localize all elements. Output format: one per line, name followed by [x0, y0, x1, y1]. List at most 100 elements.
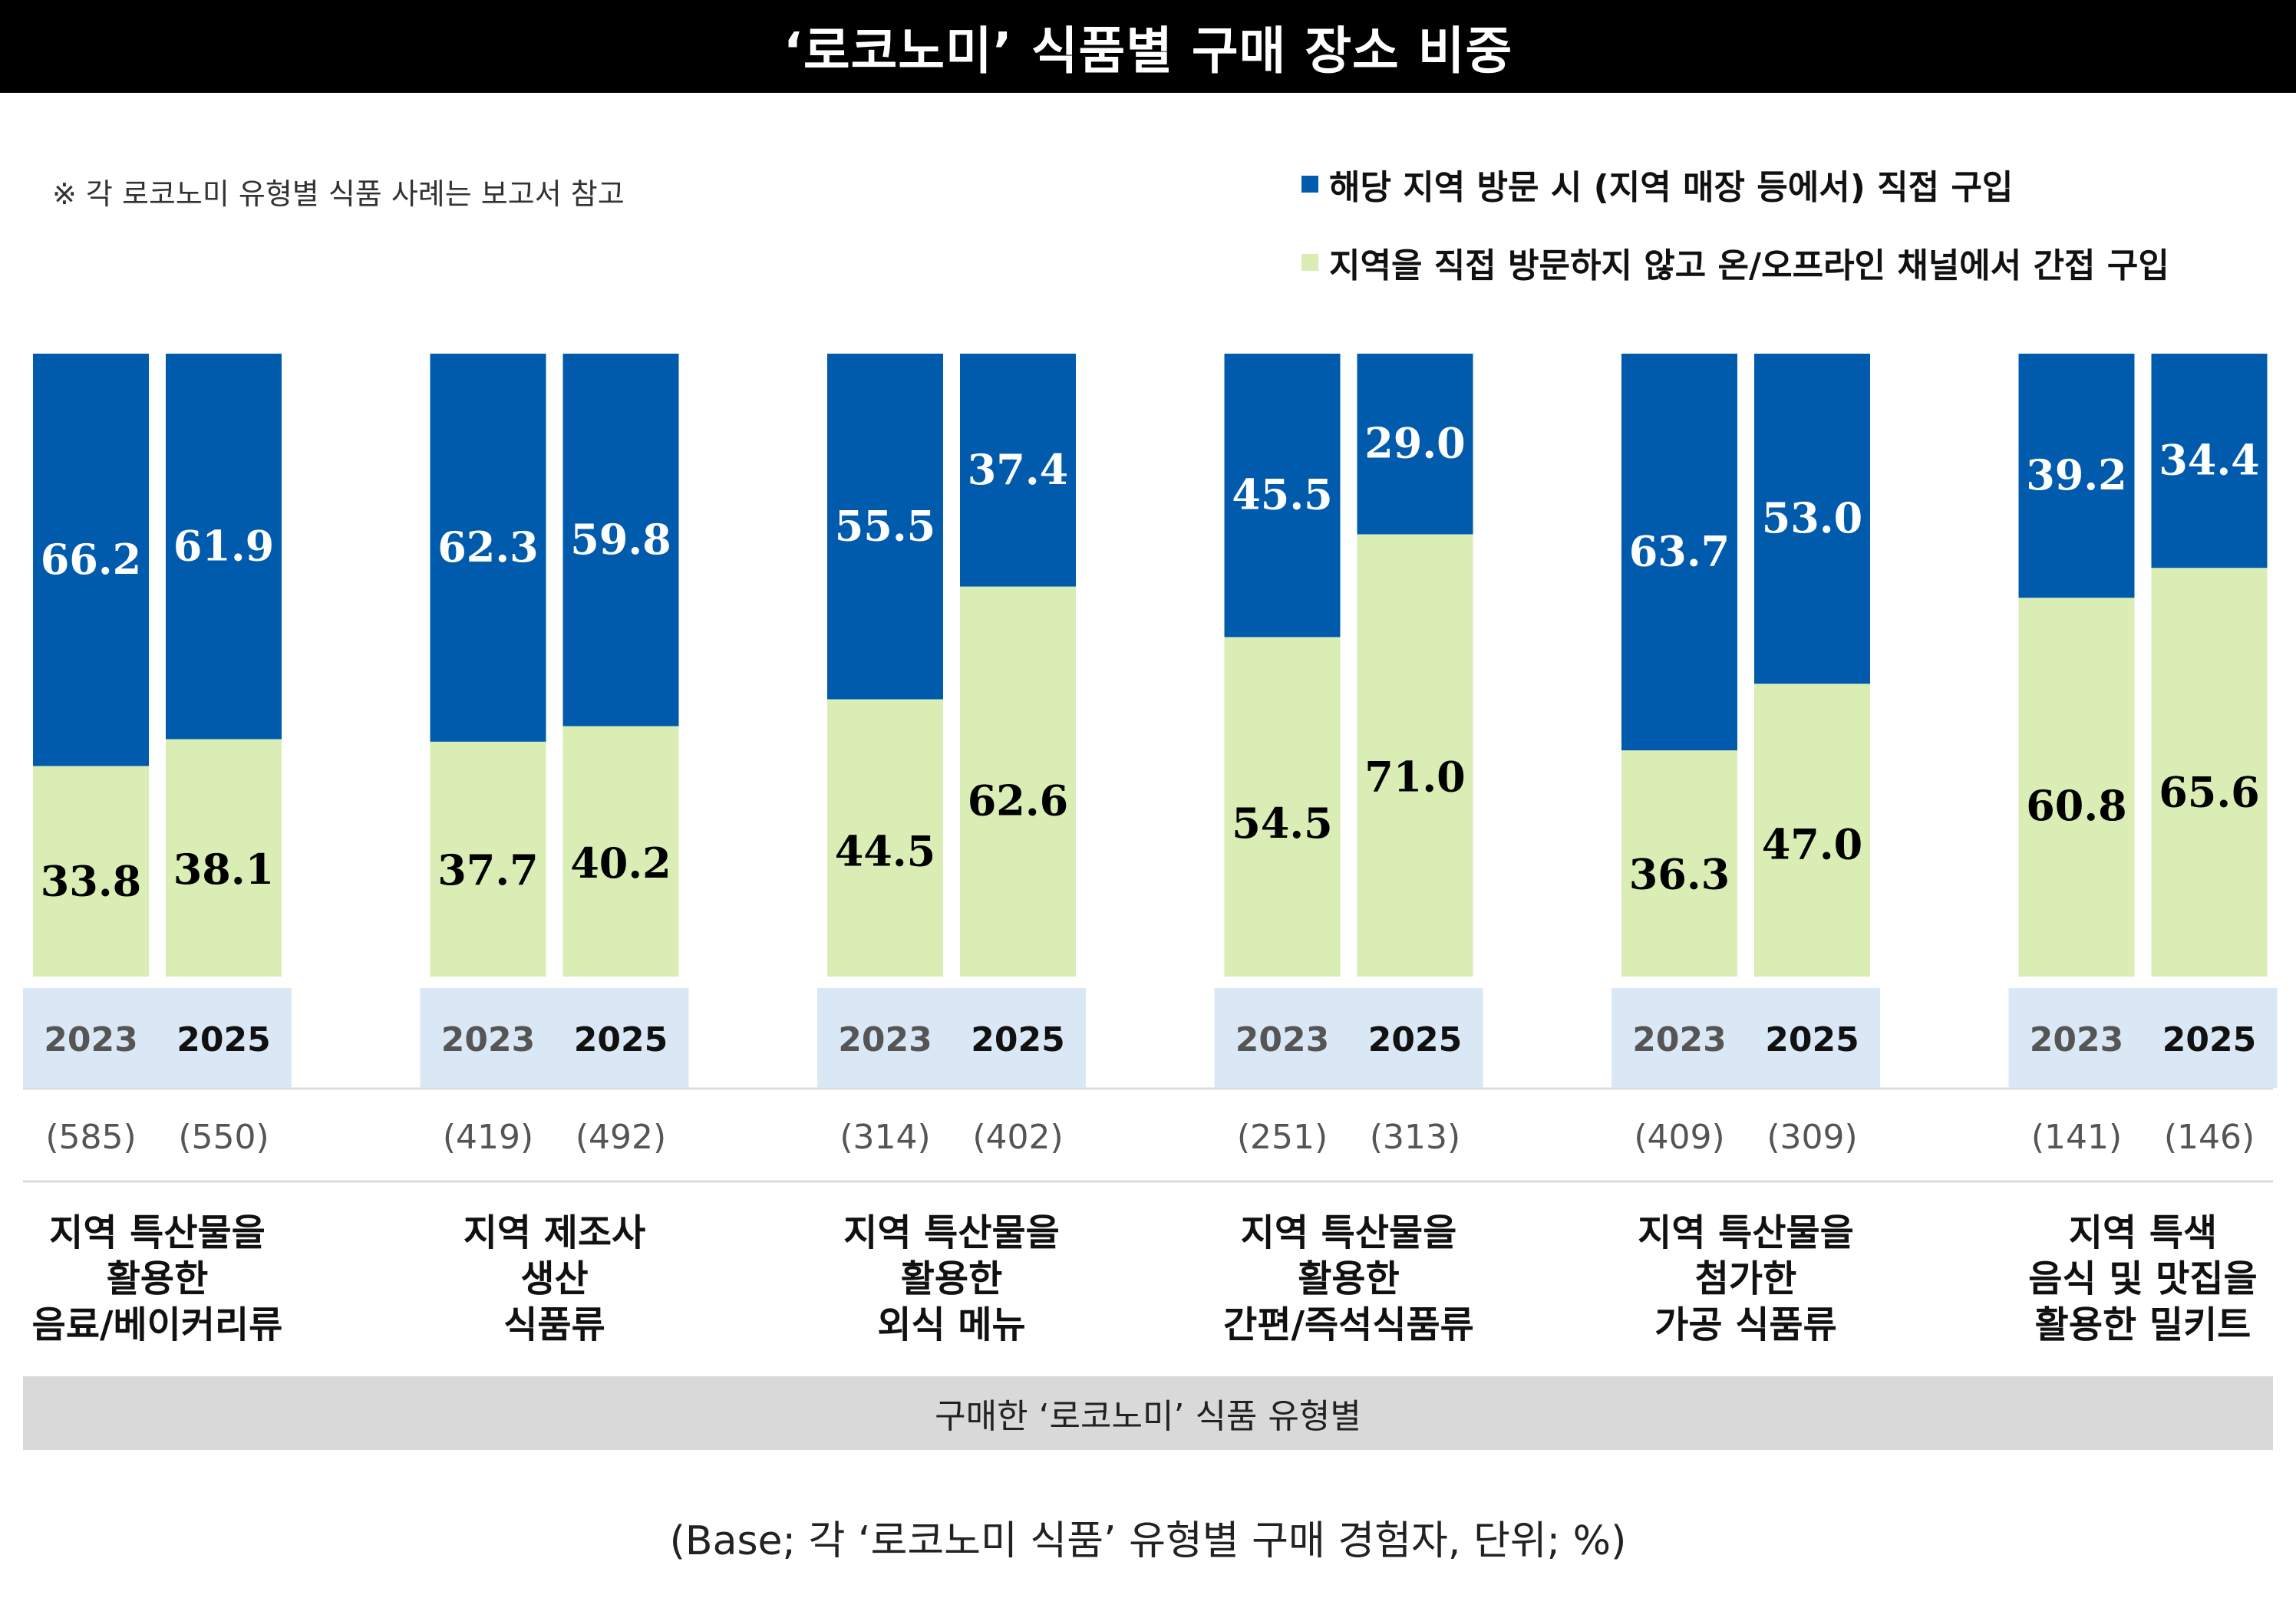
- value-label-indirect: 62.6: [968, 776, 1069, 825]
- bar-direct-2023: [1621, 354, 1737, 751]
- category-label-line: 지역 특산물을: [843, 1211, 1060, 1254]
- year-band: [420, 988, 689, 1088]
- category-label: 지역 특산물을 활용한 간편/즉석식품류: [1188, 1210, 1510, 1348]
- chart-title: ‘로코노미’ 식품별 구매 장소 비중: [0, 0, 2296, 93]
- legend-item-direct: 해당 지역 방문 시 (지역 매장 등에서) 직접 구입: [1301, 161, 2169, 207]
- category-label-line: 활용한: [1298, 1257, 1400, 1300]
- value-label-direct: 39.2: [2026, 450, 2127, 499]
- value-label-direct: 66.2: [41, 535, 142, 584]
- category-label-line: 지역 제조사: [463, 1211, 646, 1254]
- base-note: (Base; 각 ‘로코노미 식품’ 유형별 구매 경험자, 단위; %): [669, 1518, 1627, 1564]
- value-label-indirect: 65.6: [2159, 767, 2260, 816]
- legend: 해당 지역 방문 시 (지역 매장 등에서) 직접 구입 지역을 직접 방문하지…: [1301, 161, 2169, 318]
- legend-swatch-direct: [1301, 176, 1318, 193]
- category-label: 지역 특산물을 활용한 외식 메뉴: [790, 1210, 1113, 1348]
- bar-direct-2023: [1224, 354, 1341, 638]
- category-label-line: 음료/베이커리류: [31, 1303, 283, 1346]
- bar-indirect-2025: [166, 739, 282, 977]
- value-label-indirect: 71.0: [1364, 753, 1466, 802]
- bar-direct-2025: [166, 354, 282, 740]
- legend-label-indirect: 지역을 직접 방문하지 않고 온/오프라인 채널에서 간접 구입: [1329, 246, 2169, 285]
- value-label-indirect: 38.1: [173, 845, 275, 894]
- year-label: 2025: [176, 1020, 270, 1059]
- sample-size: (419): [443, 1118, 533, 1157]
- category-label-line: 활용한: [106, 1257, 209, 1300]
- category-label-line: 생산: [520, 1257, 589, 1300]
- sample-size: (550): [178, 1118, 269, 1157]
- value-label-direct: 37.4: [968, 445, 1069, 494]
- category-label: 지역 특색 음식 및 맛집을 활용한 밀키트: [1982, 1210, 2296, 1348]
- year-label: 2023: [1632, 1020, 1726, 1059]
- category-label-line: 지역 특색: [2068, 1211, 2218, 1254]
- bar-indirect-2025: [562, 726, 679, 977]
- bar-indirect-2023: [33, 766, 149, 977]
- bar-direct-2025: [960, 354, 1076, 587]
- legend-swatch-indirect: [1301, 254, 1318, 271]
- bar-indirect-2025: [1754, 684, 1870, 977]
- year-label: 2023: [2030, 1020, 2123, 1059]
- category-label: 지역 특산물을 활용한 음료/베이커리류: [0, 1210, 318, 1348]
- legend-item-indirect: 지역을 직접 방문하지 않고 온/오프라인 채널에서 간접 구입: [1301, 239, 2169, 285]
- bar-direct-2023: [430, 354, 546, 742]
- sample-size: (313): [1370, 1118, 1460, 1157]
- bar-direct-2025: [2151, 354, 2268, 568]
- value-label-direct: 62.3: [437, 522, 539, 572]
- bar-direct-2023: [2018, 354, 2135, 598]
- year-label: 2023: [44, 1020, 137, 1059]
- category-label-line: 활용한: [900, 1257, 1003, 1300]
- year-label: 2023: [441, 1020, 535, 1059]
- sample-size: (409): [1634, 1118, 1724, 1157]
- sample-size: (402): [972, 1118, 1063, 1157]
- value-label-direct: 61.9: [173, 521, 275, 570]
- reference-note: ※ 각 로코노미 유형별 식품 사례는 보고서 참고: [52, 177, 625, 211]
- value-label-indirect: 37.7: [437, 845, 539, 895]
- year-label: 2025: [574, 1020, 668, 1059]
- sample-size: (585): [45, 1118, 136, 1157]
- value-label-direct: 55.5: [835, 501, 936, 550]
- year-label: 2023: [1235, 1020, 1329, 1059]
- x-axis-title: 구매한 ‘로코노미’ 식품 유형별: [23, 1376, 2273, 1450]
- value-label-indirect: 54.5: [1232, 799, 1333, 848]
- sample-size: (141): [2031, 1118, 2122, 1157]
- bar-indirect-2023: [1224, 637, 1341, 977]
- sample-size: (309): [1767, 1118, 1857, 1157]
- bar-direct-2023: [827, 354, 943, 700]
- value-label-indirect: 36.3: [1629, 849, 1730, 898]
- category-label-line: 간편/즉석식품류: [1223, 1303, 1474, 1346]
- bar-indirect-2023: [1621, 750, 1737, 977]
- value-label-direct: 34.4: [2159, 436, 2260, 485]
- category-label-line: 지역 특산물을: [1240, 1211, 1457, 1254]
- value-label-direct: 53.0: [1762, 493, 1863, 542]
- bar-indirect-2025: [1357, 534, 1473, 977]
- bar-indirect-2023: [827, 699, 943, 977]
- bar-direct-2025: [562, 354, 679, 727]
- bar-direct-2025: [1754, 354, 1870, 684]
- value-label-indirect: 44.5: [835, 826, 936, 875]
- year-label: 2023: [838, 1020, 932, 1059]
- year-label: 2025: [1368, 1020, 1462, 1059]
- value-label-direct: 45.5: [1232, 470, 1333, 519]
- category-label-line: 활용한 밀키트: [2034, 1303, 2251, 1346]
- sample-size: (251): [1237, 1118, 1328, 1157]
- bar-direct-2025: [1357, 354, 1473, 535]
- year-band: [2008, 988, 2278, 1088]
- category-label-line: 식품류: [503, 1303, 605, 1346]
- year-band: [23, 988, 292, 1088]
- value-label-direct: 29.0: [1364, 419, 1466, 468]
- bar-indirect-2025: [960, 586, 1076, 977]
- value-label-indirect: 40.2: [570, 839, 671, 888]
- year-label: 2025: [971, 1020, 1064, 1059]
- bar-direct-2023: [33, 354, 149, 766]
- bar-indirect-2023: [2018, 598, 2135, 977]
- category-label-line: 지역 특산물을: [1638, 1211, 1854, 1254]
- bar-indirect-2025: [2151, 568, 2268, 977]
- category-label-line: 지역 특산물을: [49, 1211, 266, 1254]
- value-label-indirect: 33.8: [41, 856, 142, 905]
- sample-size: (314): [840, 1118, 930, 1157]
- category-label-line: 첨가한: [1694, 1257, 1797, 1300]
- category-label-line: 음식 및 맛집을: [2028, 1257, 2258, 1300]
- value-label-indirect: 60.8: [2026, 781, 2127, 830]
- year-band: [1611, 988, 1880, 1088]
- value-label-direct: 59.8: [570, 515, 671, 564]
